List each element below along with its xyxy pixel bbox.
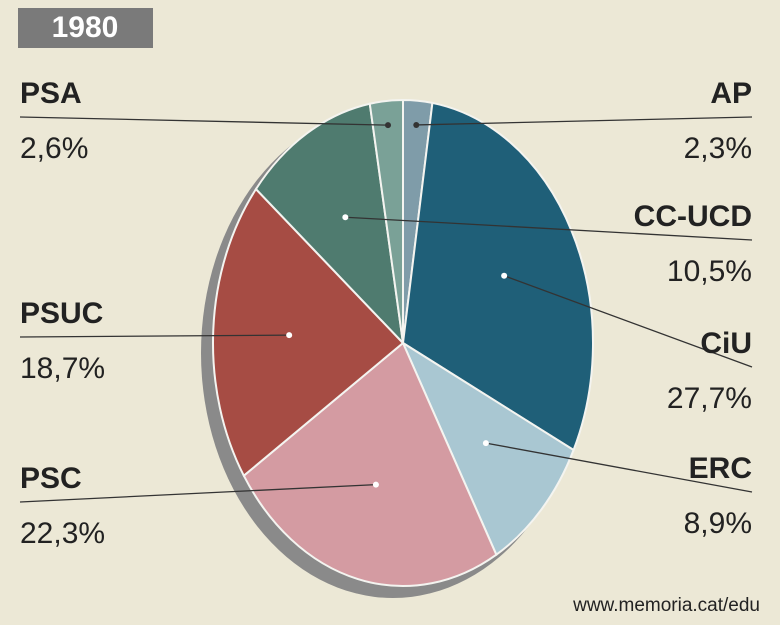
pie-slice <box>401 101 594 452</box>
value-label: 10,5% <box>667 255 752 288</box>
leader-line <box>345 216 753 241</box>
slice-label: AP <box>710 77 752 110</box>
leader-line <box>19 116 389 126</box>
leader-dot <box>482 440 489 447</box>
slice-label: CiU <box>700 327 752 360</box>
leader-dot <box>413 121 420 128</box>
slice-label: CC-UCD <box>634 200 752 233</box>
pie-slice <box>212 187 405 478</box>
title-box <box>18 8 153 48</box>
leader-line <box>485 442 753 493</box>
leader-line <box>416 116 753 126</box>
leader-line <box>503 275 753 368</box>
slice-label: PSC <box>20 462 82 495</box>
pie <box>212 98 594 587</box>
slice-label: PSA <box>20 77 82 110</box>
labels: AP 2,3% CiU 27,7% ERC 8,9% PSC 22,3% PSUC 18,7% CC… <box>19 77 753 550</box>
slice-label: ERC <box>689 452 752 485</box>
pie-slice <box>368 98 404 344</box>
value-label: 8,9% <box>684 507 752 540</box>
leader-dot <box>286 332 293 339</box>
leader-dot <box>342 214 349 221</box>
pie-slice <box>254 102 405 346</box>
leader-line <box>19 483 376 503</box>
value-label: 18,7% <box>20 352 105 385</box>
slice-label: PSUC <box>20 297 103 330</box>
chart-title: 1980 <box>52 11 119 44</box>
pie-slice <box>242 341 498 587</box>
value-label: 22,3% <box>20 517 105 550</box>
pie-slice <box>400 340 575 557</box>
value-label: 2,3% <box>684 132 752 165</box>
leader-line <box>19 334 290 338</box>
source: www.memoria.cat/edu <box>572 595 760 616</box>
leader-dot <box>372 481 379 488</box>
value-label: 2,6% <box>20 132 88 165</box>
value-label: 27,7% <box>667 382 752 415</box>
leader-dot <box>501 272 508 279</box>
leader-dot <box>385 122 392 129</box>
